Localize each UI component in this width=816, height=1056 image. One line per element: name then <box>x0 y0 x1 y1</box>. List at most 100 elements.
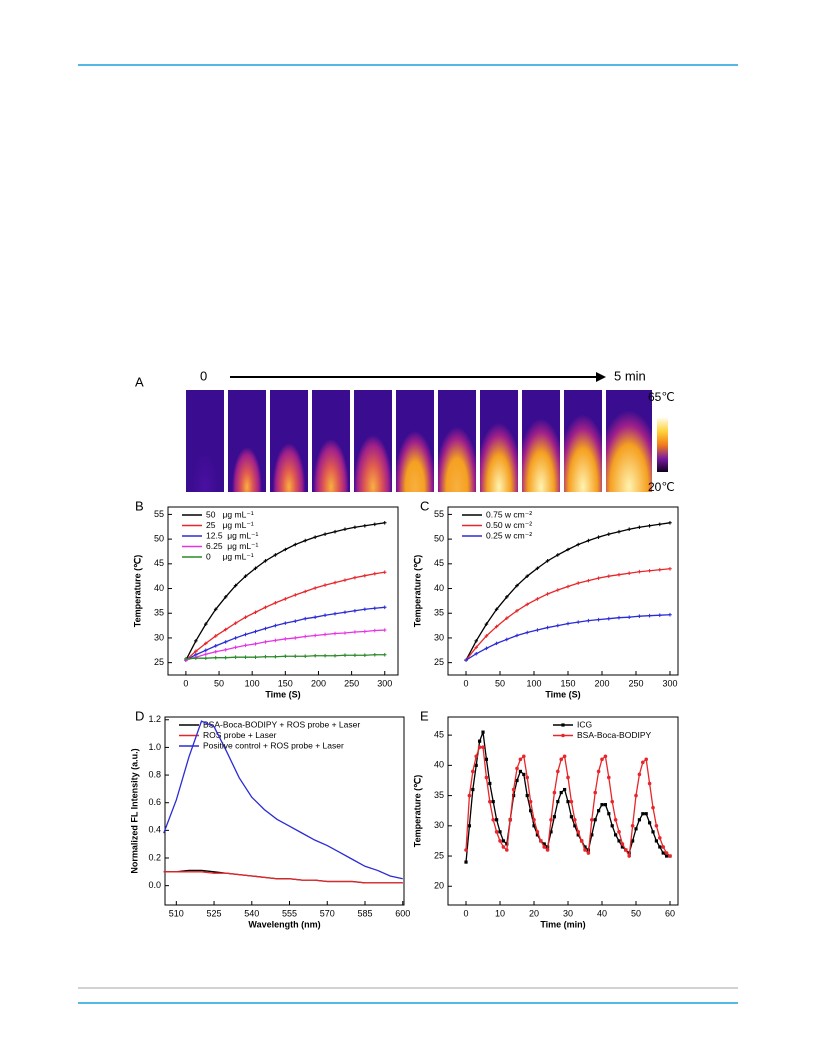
marker <box>606 574 611 578</box>
marker <box>213 607 218 612</box>
marker <box>373 652 377 657</box>
marker <box>668 521 672 525</box>
marker <box>654 824 659 828</box>
marker <box>555 553 560 557</box>
marker <box>488 799 492 804</box>
marker <box>532 824 536 828</box>
marker <box>273 638 278 643</box>
x-tick-label: 555 <box>282 908 297 918</box>
marker <box>512 793 516 798</box>
y-tick-label: 0.4 <box>148 825 161 835</box>
marker <box>525 775 530 780</box>
marker <box>293 593 298 597</box>
legend-marker <box>561 723 565 727</box>
marker <box>223 655 228 660</box>
marker <box>535 830 540 834</box>
thermal-image <box>522 390 560 492</box>
legend-label: 6.25 μg mL⁻¹ <box>206 541 259 551</box>
y-tick-label: 45 <box>434 730 444 740</box>
marker <box>573 824 577 828</box>
marker <box>494 624 499 629</box>
x-tick-label: 600 <box>395 908 410 918</box>
marker <box>343 578 347 582</box>
color-bar <box>657 418 668 472</box>
marker <box>569 799 574 804</box>
marker <box>518 757 523 762</box>
marker <box>223 648 228 652</box>
marker <box>657 567 662 572</box>
marker <box>333 580 337 585</box>
scale-max: 65℃ <box>648 390 675 404</box>
marker <box>617 572 621 577</box>
marker <box>303 538 308 543</box>
marker <box>478 739 482 743</box>
marker <box>668 854 672 858</box>
marker <box>562 754 567 759</box>
x-tick-label: 60 <box>665 908 675 918</box>
x-tick-label: 50 <box>214 678 224 688</box>
marker <box>511 787 516 792</box>
x-tick-label: 300 <box>662 678 677 688</box>
plot-frame <box>164 716 405 906</box>
x-tick-label: 525 <box>207 908 222 918</box>
x-tick-label: 300 <box>377 678 392 688</box>
marker <box>467 793 472 798</box>
marker <box>253 655 258 660</box>
marker <box>505 848 509 852</box>
marker <box>566 584 570 589</box>
marker <box>373 606 377 611</box>
marker <box>494 830 499 834</box>
marker <box>644 812 648 816</box>
marker <box>630 824 635 828</box>
marker <box>576 581 580 585</box>
x-tick-label: 570 <box>320 908 335 918</box>
marker <box>498 839 502 843</box>
marker <box>566 775 570 780</box>
marker <box>313 615 317 619</box>
marker <box>343 631 347 635</box>
plot-frame <box>167 506 399 676</box>
y-axis-label: Temperature (℃) <box>132 555 142 627</box>
marker <box>566 547 570 552</box>
marker <box>525 793 529 798</box>
marker <box>535 833 540 837</box>
marker <box>243 574 248 578</box>
x-tick-label: 0 <box>464 908 469 918</box>
marker <box>498 830 502 834</box>
marker <box>545 848 550 852</box>
marker <box>552 790 557 795</box>
scale-min: 20℃ <box>648 480 675 494</box>
marker <box>484 757 489 761</box>
marker <box>603 754 608 759</box>
marker <box>464 658 468 662</box>
marker <box>363 523 367 528</box>
x-tick-label: 10 <box>495 908 505 918</box>
marker <box>647 613 652 618</box>
panel-label: A <box>135 374 144 389</box>
marker <box>471 769 475 774</box>
marker <box>474 651 479 656</box>
marker <box>637 525 642 530</box>
y-tick-label: 55 <box>434 509 444 519</box>
marker <box>593 790 598 795</box>
thermal-image <box>354 390 392 492</box>
marker <box>634 827 638 831</box>
marker <box>373 571 377 576</box>
marker <box>515 608 519 613</box>
marker <box>525 574 530 578</box>
marker <box>283 597 288 601</box>
marker <box>303 634 308 639</box>
marker <box>576 833 580 837</box>
marker <box>313 535 317 539</box>
marker <box>382 570 387 575</box>
marker <box>617 830 621 834</box>
marker <box>586 851 591 855</box>
marker <box>542 845 547 849</box>
marker <box>576 620 580 624</box>
marker <box>382 605 387 610</box>
marker <box>637 772 642 777</box>
marker <box>515 583 519 588</box>
y-tick-label: 35 <box>154 608 164 618</box>
marker <box>596 576 601 580</box>
marker <box>522 772 526 777</box>
